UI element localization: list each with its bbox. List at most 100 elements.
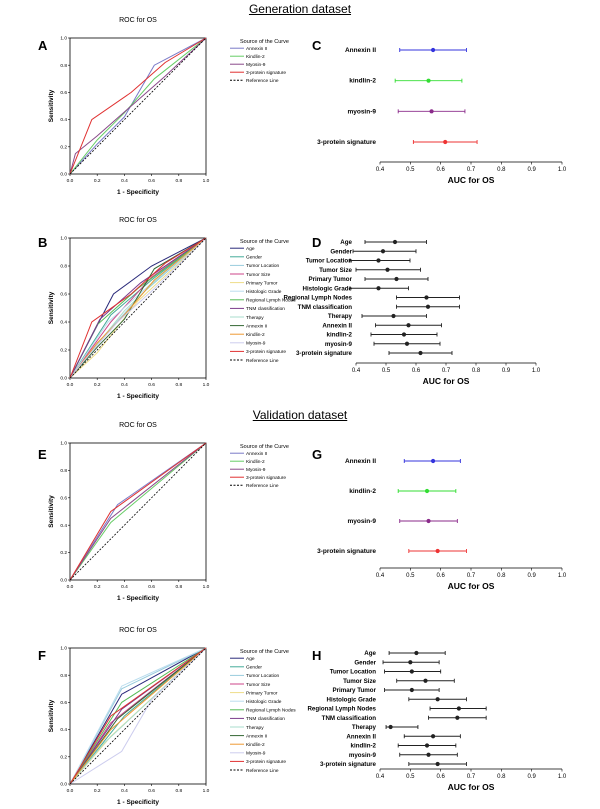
x-tick-label: 1.0 [203, 178, 210, 184]
roc-chart-e: ROC for OS 0.00.0 0.2 0.2 0.4 0.4 0.6 0.6 0.8 0.8… [48, 422, 289, 602]
legend-title: Source of the Curve [240, 444, 289, 450]
legend-entry: Regional Lymph Nodes [246, 708, 296, 714]
x-axis-label: 1 - Specificity [117, 189, 159, 196]
x-tick-label: 0.6 [436, 774, 445, 780]
x-tick-label: 0.2 [94, 178, 101, 184]
x-tick-label: 0.8 [175, 584, 182, 590]
y-tick-label: 1.0 [60, 646, 67, 652]
row-label: Annexin II [345, 47, 376, 54]
y-axis-label: Sensitivity [48, 89, 55, 122]
x-axis-label: AUC for OS [448, 175, 495, 185]
plot-frame [69, 237, 207, 379]
roc-chart-a: ROC for OS 0.00.0 0.2 0.2 0.4 0.4 0.6 0.6 0.8 0.8… [48, 17, 289, 196]
point-estimate [388, 724, 393, 730]
y-tick-label: 0.6 [60, 495, 67, 501]
point-estimate [435, 697, 440, 702]
chart-title: ROC for OS [119, 217, 157, 224]
point-estimate [426, 518, 431, 524]
x-tick-label: 0.8 [497, 774, 506, 780]
legend-title: Source of the Curve [240, 239, 289, 245]
row-label: myosin-9 [347, 518, 376, 525]
x-tick-label: 0.2 [94, 382, 101, 388]
x-tick-label: 0.8 [497, 573, 506, 579]
forest-chart-h: 0.4 0.5 0.6 0.7 0.8 0.9 1.0 AUC for OS Age Gender… [307, 650, 566, 792]
row-label: Tumor Size [319, 267, 352, 274]
y-axis-label: Sensitivity [48, 495, 55, 528]
row-label: Regional Lymph Nodes [283, 295, 352, 302]
legend-entry: Annexin II [246, 323, 267, 329]
y-tick-label: 0.4 [60, 523, 67, 529]
row-label: Annexin II [345, 458, 376, 465]
x-tick-label: 0.4 [121, 382, 128, 388]
row-label: TNM classification [322, 715, 377, 722]
legend-entry: Kindlin-2 [246, 742, 265, 748]
point-estimate [429, 109, 434, 114]
legend-entry: Gender [246, 255, 262, 261]
roc-line-kindlin-2 [69, 647, 207, 785]
y-tick-label: 0.2 [60, 144, 67, 150]
x-axis-label: AUC for OS [448, 782, 495, 792]
forest-chart-g: 0.4 0.5 0.6 0.7 0.8 0.9 1.0 AUC for OS Annexin I… [317, 458, 567, 591]
plot-frame [69, 442, 207, 581]
row-label: Tumor Size [343, 678, 376, 685]
forest-chart-d: 0.4 0.5 0.6 0.7 0.8 0.9 1.0 AUC for OS Age Gender… [283, 239, 540, 386]
x-tick-label: 0.6 [436, 167, 445, 173]
point-estimate [443, 139, 448, 145]
chart-title: ROC for OS [119, 422, 157, 429]
roc-line-kindlin-2 [69, 442, 207, 581]
y-axis-label: Sensitivity [48, 699, 55, 732]
x-tick-label: 0.7 [442, 368, 451, 374]
x-tick-label: 0.5 [382, 368, 391, 374]
panel-letter-g: G [312, 447, 323, 462]
point-estimate [391, 313, 396, 319]
plot-frame [69, 37, 207, 175]
point-estimate [430, 458, 436, 464]
legend-entry: Histologic Grade [246, 699, 282, 705]
x-axis-label: AUC for OS [448, 581, 495, 591]
row-label: TNM classification [298, 304, 353, 311]
roc-chart-b: ROC for OS 0.00.0 0.2 0.2 0.4 0.4 0.6 0.6 0.8 0.8… [48, 217, 296, 400]
x-tick-label: 0.2 [94, 584, 101, 590]
roc-line-kindlin-2 [69, 237, 207, 379]
row-label: Age [364, 650, 376, 657]
legend-entry: Myosin-9 [246, 341, 266, 347]
point-estimate [401, 332, 407, 337]
y-tick-label: 0.8 [60, 63, 67, 69]
row-label: myosin-9 [347, 108, 376, 115]
validation-section-title: Validation dataset [252, 408, 348, 422]
point-estimate [424, 488, 430, 494]
y-tick-label: 0.0 [60, 172, 67, 178]
x-tick-label: 0.7 [467, 167, 476, 173]
x-axis-label: 1 - Specificity [117, 799, 159, 806]
x-tick-label: 0.4 [121, 788, 128, 794]
x-tick-label: 0.9 [502, 368, 511, 374]
x-tick-label: 0.4 [376, 774, 385, 780]
roc-line-reference-line [69, 442, 207, 581]
legend-entry: Reference Line [246, 768, 279, 774]
x-tick-label: 0.4 [121, 584, 128, 590]
legend-entry: 3-protein signature [246, 349, 286, 355]
x-tick-label: 0.6 [148, 584, 155, 590]
legend-entry: 3-protein signature [246, 70, 286, 76]
roc-line-age [69, 647, 207, 785]
x-tick-label: 0.6 [148, 382, 155, 388]
panel-letter-h: H [312, 648, 322, 663]
point-estimate [425, 304, 431, 309]
row-label: Therapy [352, 724, 377, 731]
row-label: 3-protein signature [317, 548, 376, 555]
x-tick-label: 0.0 [67, 584, 74, 590]
legend-entry: Gender [246, 665, 262, 671]
legend-entry: Annexin II [246, 733, 267, 739]
x-axis-label: 1 - Specificity [117, 595, 159, 602]
row-label: 3-protein signature [320, 761, 377, 768]
x-axis-label: AUC for OS [423, 376, 470, 386]
x-tick-label: 1.0 [203, 584, 210, 590]
roc-line-3-protein-signature [69, 647, 207, 785]
y-tick-label: 0.2 [60, 754, 67, 760]
row-label: Age [340, 239, 352, 246]
legend-entry: Kindlin-2 [246, 54, 265, 60]
x-tick-label: 1.0 [203, 788, 210, 794]
roc-line-myosin-9 [69, 37, 207, 175]
legend-entry: Reference Line [246, 358, 279, 364]
